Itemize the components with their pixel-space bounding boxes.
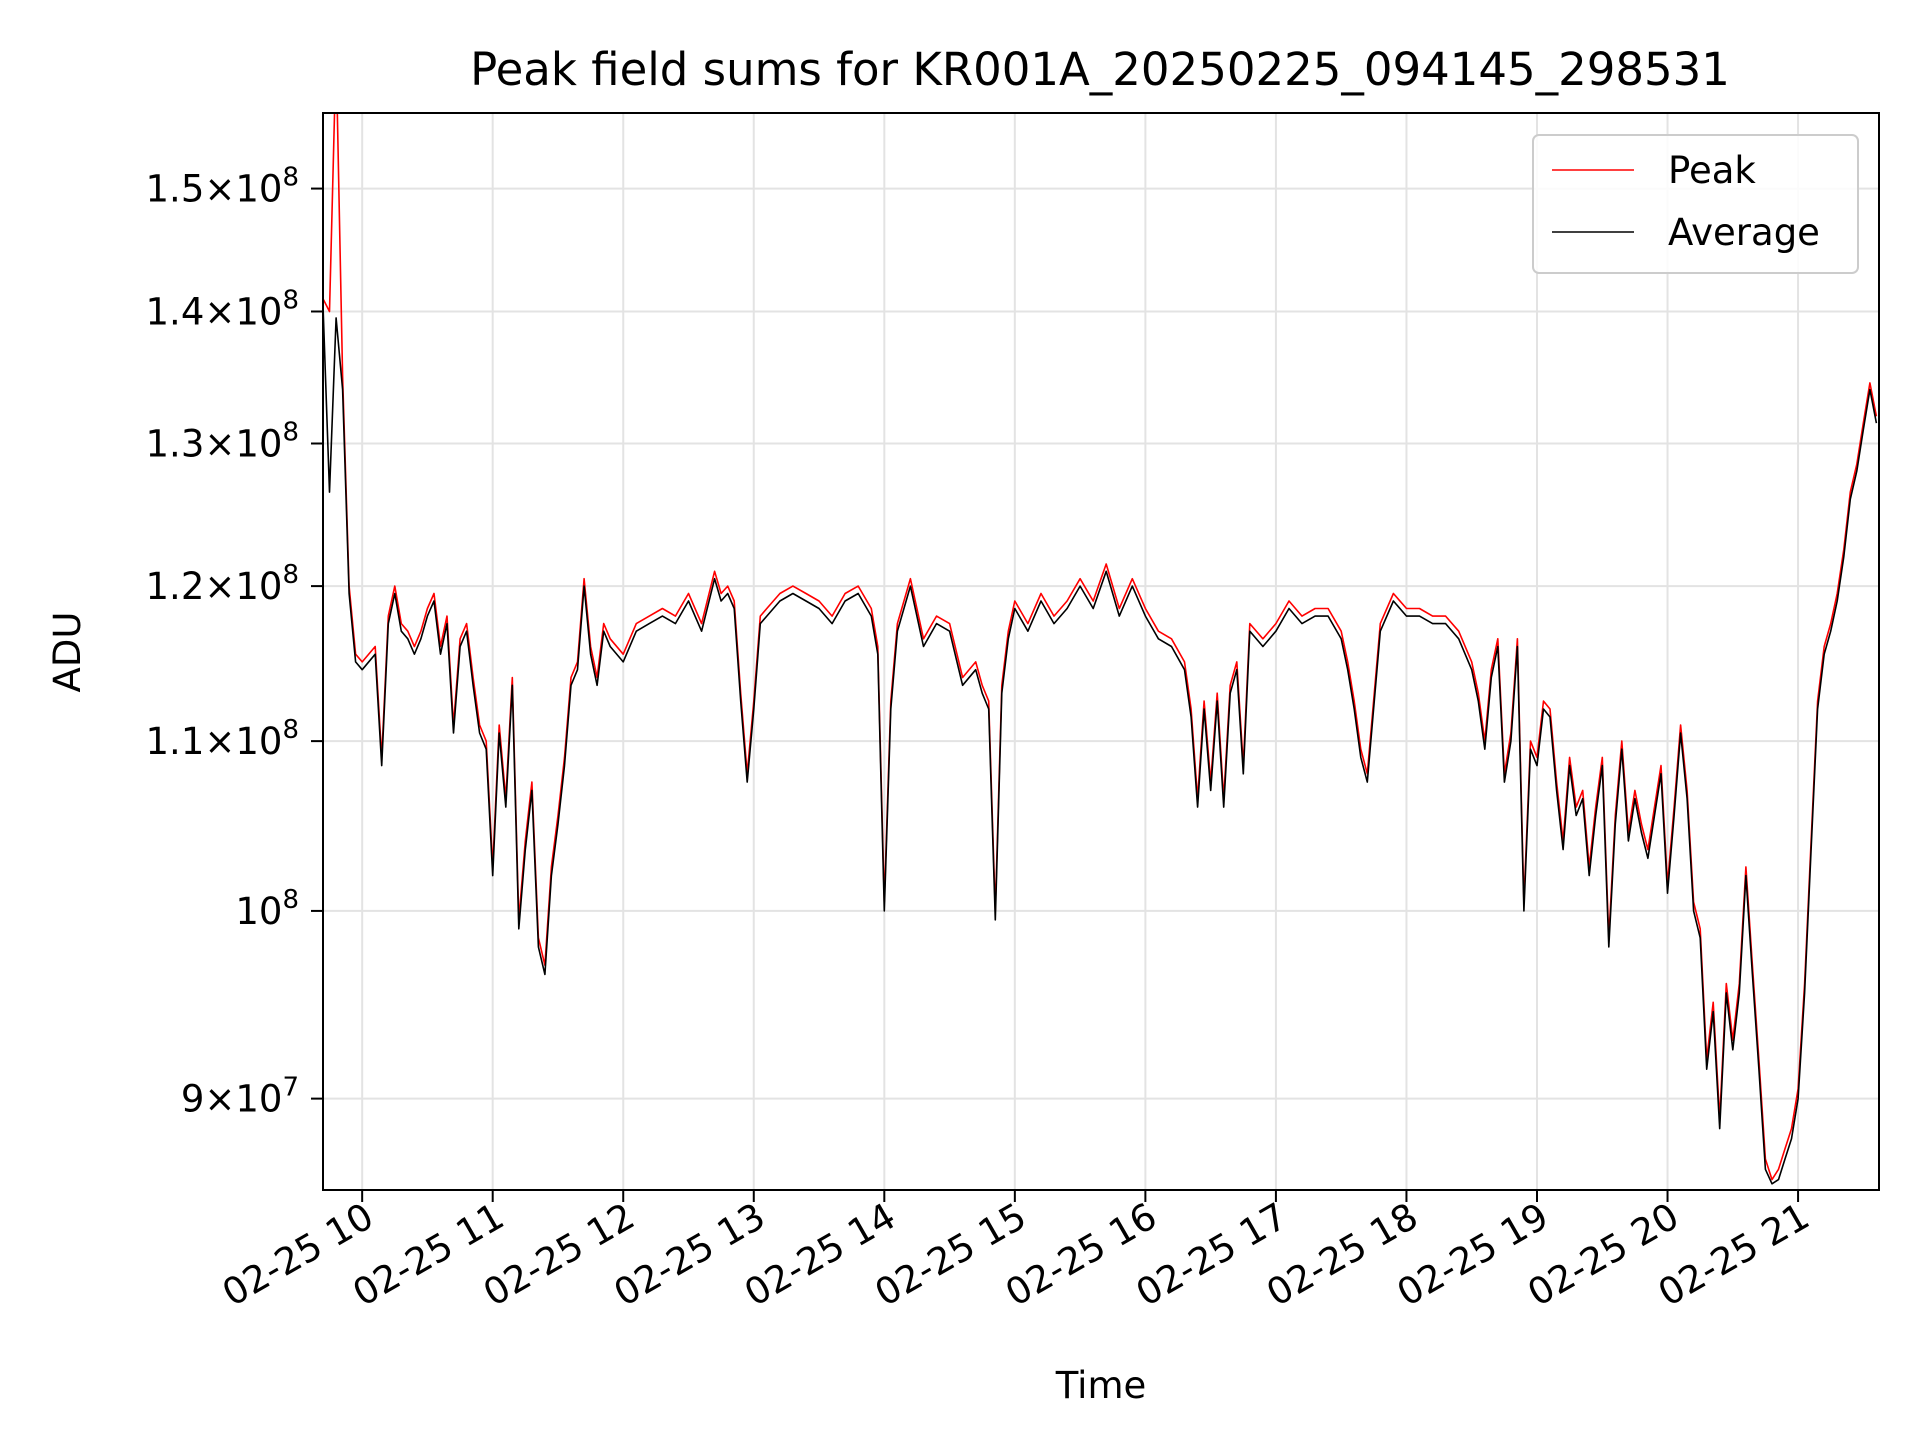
y-tick-exponent: 8 xyxy=(282,715,299,745)
y-tick-mantissa: 1.3×10 xyxy=(146,423,283,466)
y-tick-label: 9×107 xyxy=(181,1073,299,1121)
y-tick-exponent: 8 xyxy=(282,560,299,590)
y-tick-mantissa: 1.2×10 xyxy=(146,565,283,608)
y-tick-mantissa: 10 xyxy=(235,890,282,933)
y-tick-exponent: 8 xyxy=(282,163,299,193)
series-line-average xyxy=(323,305,1878,1185)
y-tick-exponent: 8 xyxy=(282,285,299,315)
y-tick-label: 1.5×108 xyxy=(146,163,299,211)
y-axis-label: ADU xyxy=(46,612,89,693)
y-tick-mantissa: 9×10 xyxy=(181,1078,283,1121)
y-tick-exponent: 7 xyxy=(282,1073,299,1103)
chart-title: Peak field sums for KR001A_20250225_0941… xyxy=(470,43,1730,96)
y-tick-label: 1.3×108 xyxy=(146,418,299,466)
y-axis: 9×1071081.1×1081.2×1081.3×1081.4×1081.5×… xyxy=(146,163,323,1121)
y-tick-label: 108 xyxy=(235,885,299,933)
legend: Peak Average xyxy=(1532,134,1859,274)
y-tick-label: 1.1×108 xyxy=(146,715,299,763)
legend-peak-label: Peak xyxy=(1668,149,1756,192)
y-tick-label: 1.2×108 xyxy=(146,560,299,608)
y-tick-exponent: 8 xyxy=(282,418,299,448)
legend-average-label: Average xyxy=(1668,211,1820,254)
y-tick-exponent: 8 xyxy=(282,885,299,915)
y-tick-mantissa: 1.5×10 xyxy=(146,168,283,211)
x-axis-label: Time xyxy=(1055,1364,1147,1407)
plot-series xyxy=(323,113,1878,1185)
y-tick-mantissa: 1.4×10 xyxy=(146,290,283,333)
y-tick-label: 1.4×108 xyxy=(146,285,299,333)
y-tick-mantissa: 1.1×10 xyxy=(146,720,283,763)
plot-frame xyxy=(322,112,1880,1191)
